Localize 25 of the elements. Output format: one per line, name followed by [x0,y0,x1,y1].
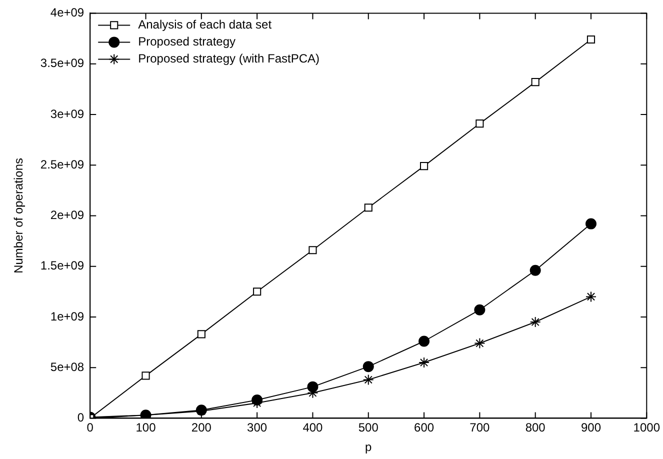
y-tick-label: 3e+09 [50,106,84,121]
x-tick-label: 1000 [633,420,660,435]
y-tick-label: 4e+09 [50,6,84,20]
x-tick-label: 0 [86,420,94,435]
y-tick-label: 1e+09 [50,309,84,324]
x-tick-label: 900 [580,420,602,435]
y-tick-label: 3.5e+09 [40,56,84,70]
x-tick-label: 800 [525,420,546,435]
y-tick-label: 0 [77,410,84,425]
x-axis-title: p [365,440,372,454]
x-tick-label: 600 [414,420,434,435]
y-tick-label: 2.5e+09 [40,157,84,172]
y-axis-title: Number of operations [12,158,26,274]
x-tick-label: 700 [470,420,490,435]
x-tick-label: 200 [191,420,212,435]
x-tick-label: 400 [302,420,324,435]
y-tick-label: 1.5e+09 [40,258,84,273]
y-tick-label: 5e+08 [50,360,84,374]
y-tick-label: 2e+09 [50,208,84,222]
x-tick-label: 500 [358,420,379,435]
legend-label: Proposed strategy [138,34,236,49]
x-tick-label: 100 [136,420,156,435]
legend-label: Analysis of each data set [138,18,272,32]
legend-label: Proposed strategy (with FastPCA) [138,52,320,66]
x-tick-label: 300 [247,420,268,435]
